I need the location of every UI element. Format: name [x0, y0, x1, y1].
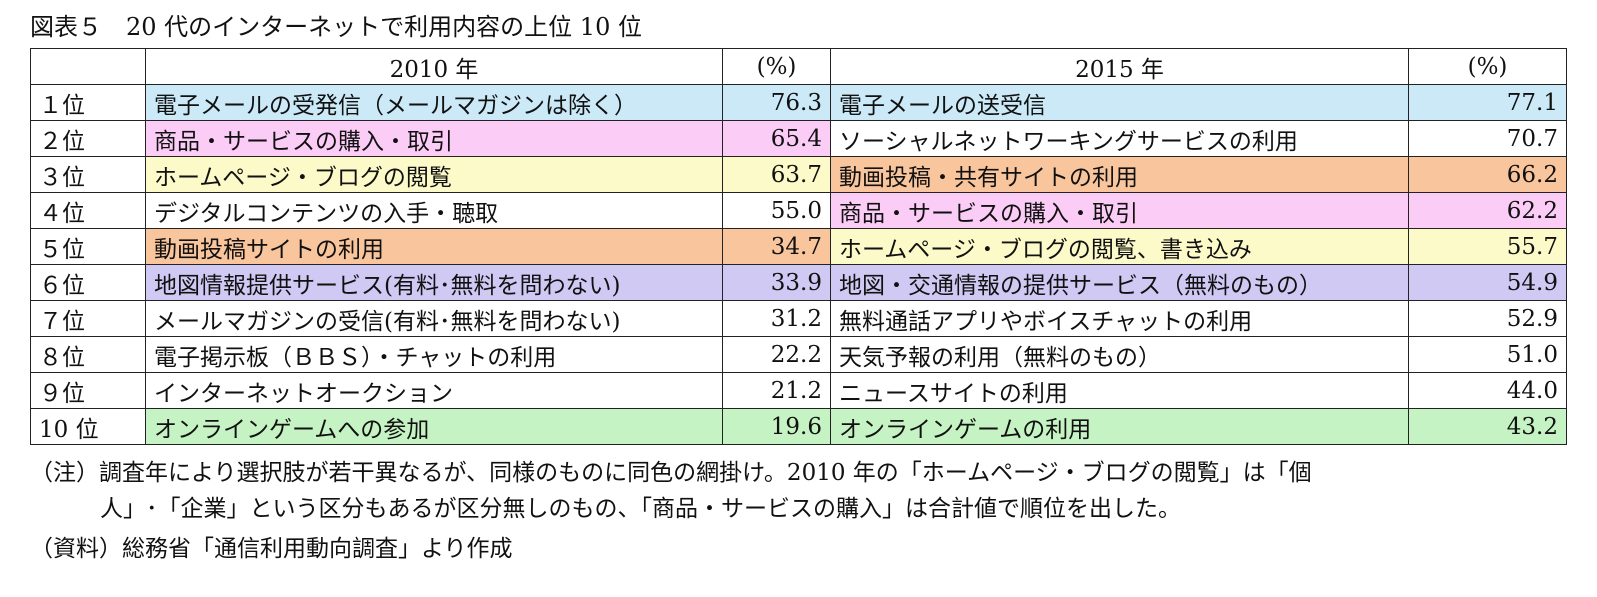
value-2015-cell: 54.9 [1408, 264, 1567, 301]
table-row: 10 位オンラインゲームへの参加 19.6 オンラインゲームの利用 43.2 [30, 408, 1567, 445]
table-row: ６位 地図情報提供サービス(有料･無料を問わない) 33.9 地図・交通情報の提供サー… [30, 264, 1567, 301]
header-2015: 2015 年 [830, 48, 1409, 85]
rank-cell: １位 [30, 84, 146, 121]
figure-title: 図表５ 20 代のインターネットで利用内容の上位 10 位 [30, 13, 642, 41]
item-2015-cell: ニュースサイトの利用 [830, 372, 1409, 409]
item-2010-cell: オンラインゲームへの参加 [145, 408, 723, 445]
rank-cell: ５位 [30, 228, 146, 265]
rank-cell: ６位 [30, 264, 146, 301]
table-header-row: 2010 年 (%) 2015 年 (%) [30, 48, 1567, 85]
item-2015-cell: 地図・交通情報の提供サービス（無料のもの） [830, 264, 1409, 301]
item-2015-cell: 商品・サービスの購入・取引 [830, 192, 1409, 229]
value-2015-cell: 51.0 [1408, 336, 1567, 373]
value-2010-cell: 33.9 [722, 264, 831, 301]
rank-cell: ８位 [30, 336, 146, 373]
table-row: ９位 インターネットオークション 21.2 ニュースサイトの利用 44.0 [30, 372, 1567, 409]
value-2010-cell: 65.4 [722, 120, 831, 157]
value-2015-cell: 55.7 [1408, 228, 1567, 265]
item-2015-cell: 電子メールの送受信 [830, 84, 1409, 121]
table-row: ４位 デジタルコンテンツの入手・聴取 55.0 商品・サービスの購入・取引 62.2 [30, 192, 1567, 229]
table-row: ５位 動画投稿サイトの利用 34.7 ホームページ・ブログの閲覧、書き込み 55.7 [30, 228, 1567, 265]
item-2010-cell: インターネットオークション [145, 372, 723, 409]
note-line-1: （注）調査年により選択肢が若干異なるが、同様のものに同色の網掛け。2010 年の… [30, 460, 1312, 486]
rank-cell: ２位 [30, 120, 146, 157]
item-2015-cell: オンラインゲームの利用 [830, 408, 1409, 445]
table-row: ２位 商品・サービスの購入・取引 65.4 ソーシャルネットワーキングサービスの利用 7… [30, 120, 1567, 157]
item-2010-cell: デジタルコンテンツの入手・聴取 [145, 192, 723, 229]
value-2010-cell: 55.0 [722, 192, 831, 229]
header-rank-blank [30, 48, 146, 85]
rank-cell: ９位 [30, 372, 146, 409]
header-pct-2015: (%) [1408, 48, 1567, 85]
value-2010-cell: 22.2 [722, 336, 831, 373]
item-2015-cell: 天気予報の利用（無料のもの） [830, 336, 1409, 373]
item-2010-cell: 電子メールの受発信（メールマガジンは除く） [145, 84, 723, 121]
item-2015-cell: 動画投稿・共有サイトの利用 [830, 156, 1409, 193]
item-2010-cell: 電子掲示板（ＢＢＳ）・チャットの利用 [145, 336, 723, 373]
value-2015-cell: 44.0 [1408, 372, 1567, 409]
value-2010-cell: 21.2 [722, 372, 831, 409]
item-2015-cell: ホームページ・ブログの閲覧、書き込み [830, 228, 1409, 265]
value-2015-cell: 70.7 [1408, 120, 1567, 157]
table-row: １位 電子メールの受発信（メールマガジンは除く） 76.3 電子メールの送受信 77.1 [30, 84, 1567, 121]
item-2010-cell: 商品・サービスの購入・取引 [145, 120, 723, 157]
table-row: ７位 メールマガジンの受信(有料･無料を問わない) 31.2 無料通話アプリやボイスチ… [30, 300, 1567, 337]
source-note: （資料）総務省「通信利用動向調査」より作成 [30, 536, 513, 562]
item-2015-cell: ソーシャルネットワーキングサービスの利用 [830, 120, 1409, 157]
ranking-table: 2010 年 (%) 2015 年 (%) １位 電子メールの受発信（メールマガジ… [30, 48, 1567, 445]
item-2010-cell: 動画投稿サイトの利用 [145, 228, 723, 265]
item-2010-cell: メールマガジンの受信(有料･無料を問わない) [145, 300, 723, 337]
value-2015-cell: 66.2 [1408, 156, 1567, 193]
value-2015-cell: 52.9 [1408, 300, 1567, 337]
value-2015-cell: 77.1 [1408, 84, 1567, 121]
table-row: ３位 ホームページ・ブログの閲覧 63.7 動画投稿・共有サイトの利用 66.2 [30, 156, 1567, 193]
item-2010-cell: ホームページ・ブログの閲覧 [145, 156, 723, 193]
rank-cell: 10 位 [30, 408, 146, 445]
value-2015-cell: 43.2 [1408, 408, 1567, 445]
value-2010-cell: 31.2 [722, 300, 831, 337]
value-2010-cell: 34.7 [722, 228, 831, 265]
rank-cell: ７位 [30, 300, 146, 337]
value-2010-cell: 19.6 [722, 408, 831, 445]
item-2015-cell: 無料通話アプリやボイスチャットの利用 [830, 300, 1409, 337]
rank-cell: ３位 [30, 156, 146, 193]
rank-cell: ４位 [30, 192, 146, 229]
header-pct-2010: (%) [722, 48, 831, 85]
note-line-2: 人」･「企業」という区分もあるが区分無しのもの、「商品・サービスの購入」は合計値… [100, 496, 1181, 522]
header-2010: 2010 年 [145, 48, 723, 85]
item-2010-cell: 地図情報提供サービス(有料･無料を問わない) [145, 264, 723, 301]
value-2010-cell: 63.7 [722, 156, 831, 193]
value-2015-cell: 62.2 [1408, 192, 1567, 229]
value-2010-cell: 76.3 [722, 84, 831, 121]
table-row: ８位 電子掲示板（ＢＢＳ）・チャットの利用 22.2 天気予報の利用（無料のもの） 51… [30, 336, 1567, 373]
